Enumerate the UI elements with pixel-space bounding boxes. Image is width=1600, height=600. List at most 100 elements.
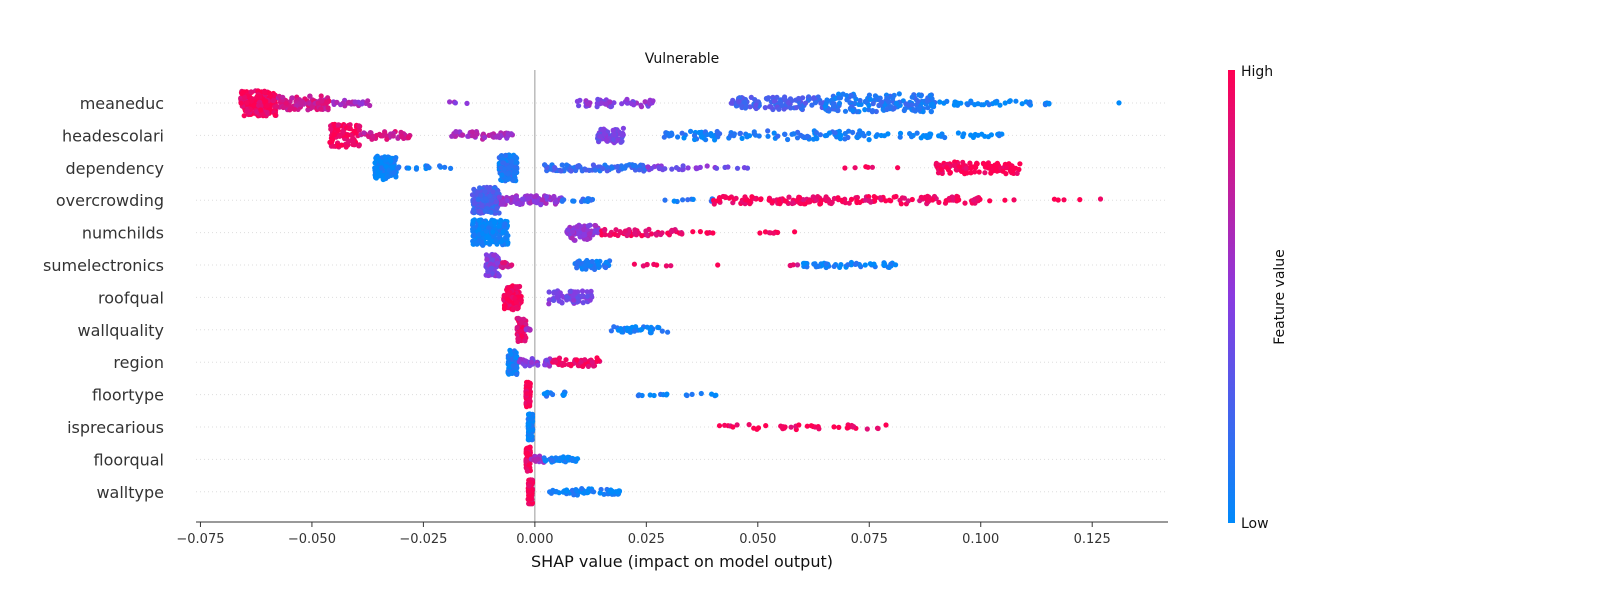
shap-point: [609, 488, 615, 494]
shap-point: [642, 99, 648, 105]
shap-point: [615, 137, 621, 143]
shap-point: [581, 226, 587, 232]
shap-point: [483, 252, 489, 258]
shap-point: [919, 195, 926, 201]
shap-point: [741, 165, 748, 171]
shap-point: [593, 223, 599, 229]
shap-point: [851, 424, 857, 430]
shap-point: [589, 359, 596, 365]
shap-point: [837, 136, 844, 142]
shap-point: [329, 137, 336, 143]
shap-point: [623, 163, 629, 169]
shap-point: [970, 134, 977, 140]
shap-point: [591, 489, 597, 495]
shap-point: [543, 200, 549, 206]
shap-point: [890, 95, 896, 101]
shap-point: [568, 362, 574, 368]
shap-point: [715, 262, 721, 268]
shap-point: [765, 128, 771, 134]
shap-point: [582, 357, 588, 363]
shap-point: [579, 293, 585, 299]
shap-point: [785, 136, 791, 143]
shap-point: [802, 260, 808, 266]
shap-point: [842, 200, 849, 206]
shap-point: [846, 128, 852, 134]
shap-point: [603, 101, 609, 107]
shap-point: [1017, 161, 1023, 167]
shap-point: [897, 130, 904, 136]
shap-point: [486, 187, 492, 193]
shap-point: [815, 194, 821, 200]
shap-point: [746, 422, 752, 428]
shap-point: [448, 165, 454, 171]
shap-point: [527, 444, 533, 450]
shap-point: [950, 197, 957, 203]
shap-point: [788, 105, 794, 111]
shap-point: [1097, 196, 1104, 202]
shap-point: [549, 458, 555, 464]
shap-point: [870, 101, 876, 107]
shap-point: [339, 142, 345, 148]
shap-point: [602, 227, 608, 233]
shap-point: [352, 99, 358, 105]
shap-point: [244, 108, 251, 114]
shap-point: [743, 132, 749, 138]
shap-point: [823, 261, 830, 267]
shap-point: [836, 91, 842, 97]
shap-point: [996, 133, 1002, 139]
shap-point: [492, 220, 498, 226]
shap-point: [836, 95, 842, 101]
x-tick-label: 0.000: [516, 532, 553, 547]
shap-point: [936, 199, 942, 205]
shap-point: [500, 199, 506, 205]
shap-point: [801, 201, 807, 207]
shap-point: [608, 104, 614, 110]
shap-point: [753, 102, 759, 108]
shap-point: [579, 288, 586, 294]
shap-point: [614, 164, 620, 170]
shap-point: [524, 450, 530, 456]
shap-point: [624, 96, 630, 102]
shap-point: [644, 324, 650, 330]
shap-point: [930, 197, 936, 203]
shap-point: [871, 194, 877, 200]
shap-point: [509, 163, 515, 169]
shap-point: [318, 106, 324, 112]
shap-point: [574, 224, 580, 230]
feature-label: meaneduc: [80, 94, 164, 113]
feature-points-region: [505, 347, 603, 377]
shap-point: [524, 468, 531, 474]
shap-point: [574, 98, 581, 104]
shap-point: [830, 103, 837, 109]
shap-point: [541, 391, 547, 397]
shap-point: [585, 198, 591, 204]
shap-point: [493, 238, 499, 244]
shap-point: [343, 144, 349, 150]
shap-point: [755, 425, 762, 431]
shap-point: [925, 105, 931, 111]
shap-point: [684, 392, 690, 399]
shap-point: [483, 228, 489, 234]
shap-point: [380, 176, 386, 183]
shap-point: [799, 106, 805, 112]
shap-point: [831, 424, 837, 430]
shap-point: [526, 462, 532, 468]
shap-point: [711, 201, 717, 207]
shap-point: [426, 165, 432, 171]
shap-point: [452, 100, 458, 106]
shap-point: [377, 173, 383, 179]
shap-point: [836, 100, 843, 106]
shap-point: [365, 98, 371, 104]
shap-point: [516, 359, 523, 365]
shap-point: [1019, 101, 1025, 107]
shap-point: [848, 196, 855, 202]
shap-point: [337, 133, 343, 139]
shap-point: [822, 133, 828, 139]
feature-points-floortype: [523, 379, 719, 410]
shap-point: [469, 129, 475, 135]
shap-point: [506, 291, 512, 297]
shap-point: [346, 99, 352, 106]
shap-point: [852, 100, 858, 107]
shap-point: [493, 199, 499, 205]
shap-point: [574, 357, 580, 363]
